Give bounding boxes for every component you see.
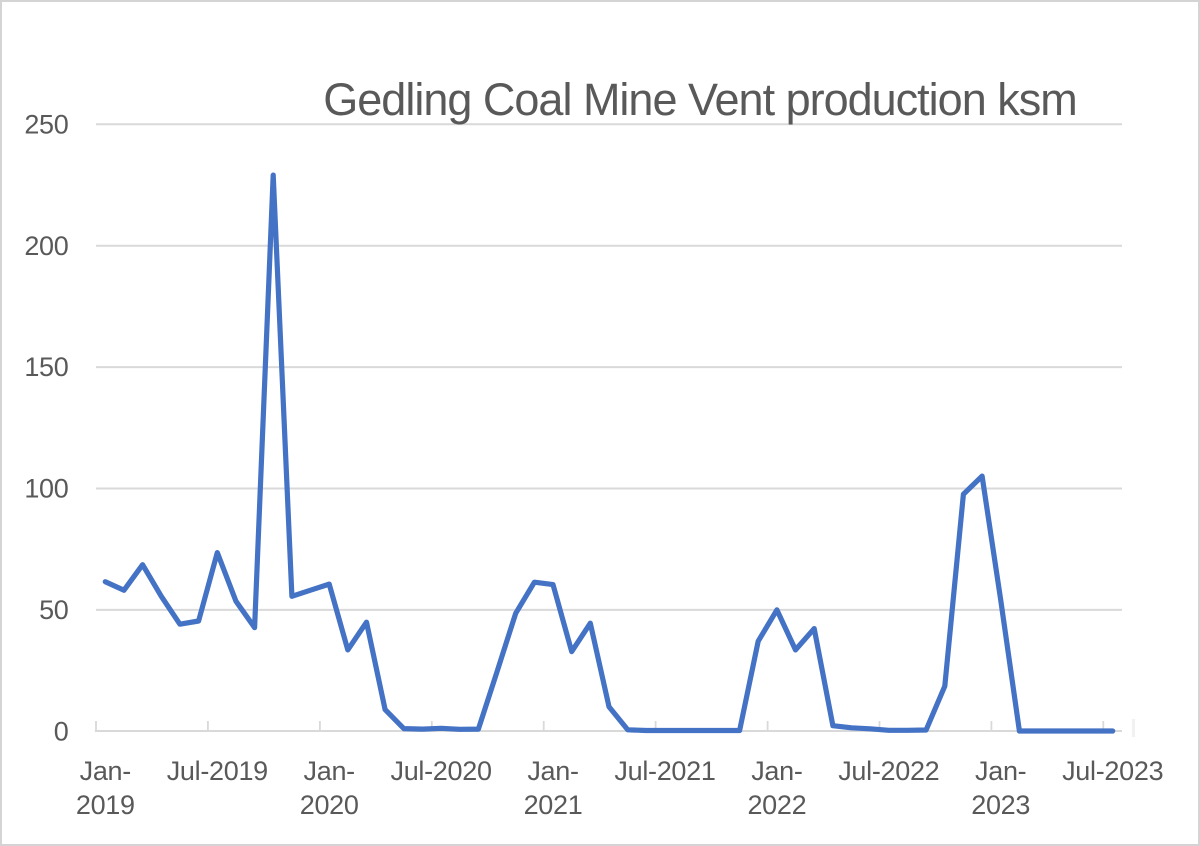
- svg-text:Jul-2020: Jul-2020: [391, 756, 492, 786]
- svg-text:Jul-2022: Jul-2022: [838, 756, 939, 786]
- svg-text:2019: 2019: [76, 790, 135, 820]
- svg-text:Jul-2021: Jul-2021: [614, 756, 715, 786]
- svg-text:100: 100: [24, 474, 68, 504]
- svg-text:Jan-: Jan-: [304, 756, 355, 786]
- svg-text:2022: 2022: [747, 790, 806, 820]
- svg-text:200: 200: [24, 231, 68, 261]
- svg-text:Jan-: Jan-: [80, 756, 131, 786]
- svg-text:150: 150: [24, 352, 68, 382]
- svg-text:Jan-: Jan-: [527, 756, 578, 786]
- svg-text:50: 50: [39, 595, 68, 625]
- svg-text:Jul-2019: Jul-2019: [167, 756, 268, 786]
- svg-text:2023: 2023: [971, 790, 1030, 820]
- svg-text:2021: 2021: [524, 790, 583, 820]
- svg-text:2020: 2020: [300, 790, 359, 820]
- svg-text:Gedling Coal Mine Vent product: Gedling Coal Mine Vent production ksm: [323, 74, 1076, 125]
- svg-text:0: 0: [54, 716, 69, 746]
- svg-text:Jul-2023: Jul-2023: [1062, 756, 1163, 786]
- svg-text:250: 250: [24, 109, 68, 139]
- svg-text:Jan-: Jan-: [975, 756, 1026, 786]
- svg-text:Jan-: Jan-: [751, 756, 802, 786]
